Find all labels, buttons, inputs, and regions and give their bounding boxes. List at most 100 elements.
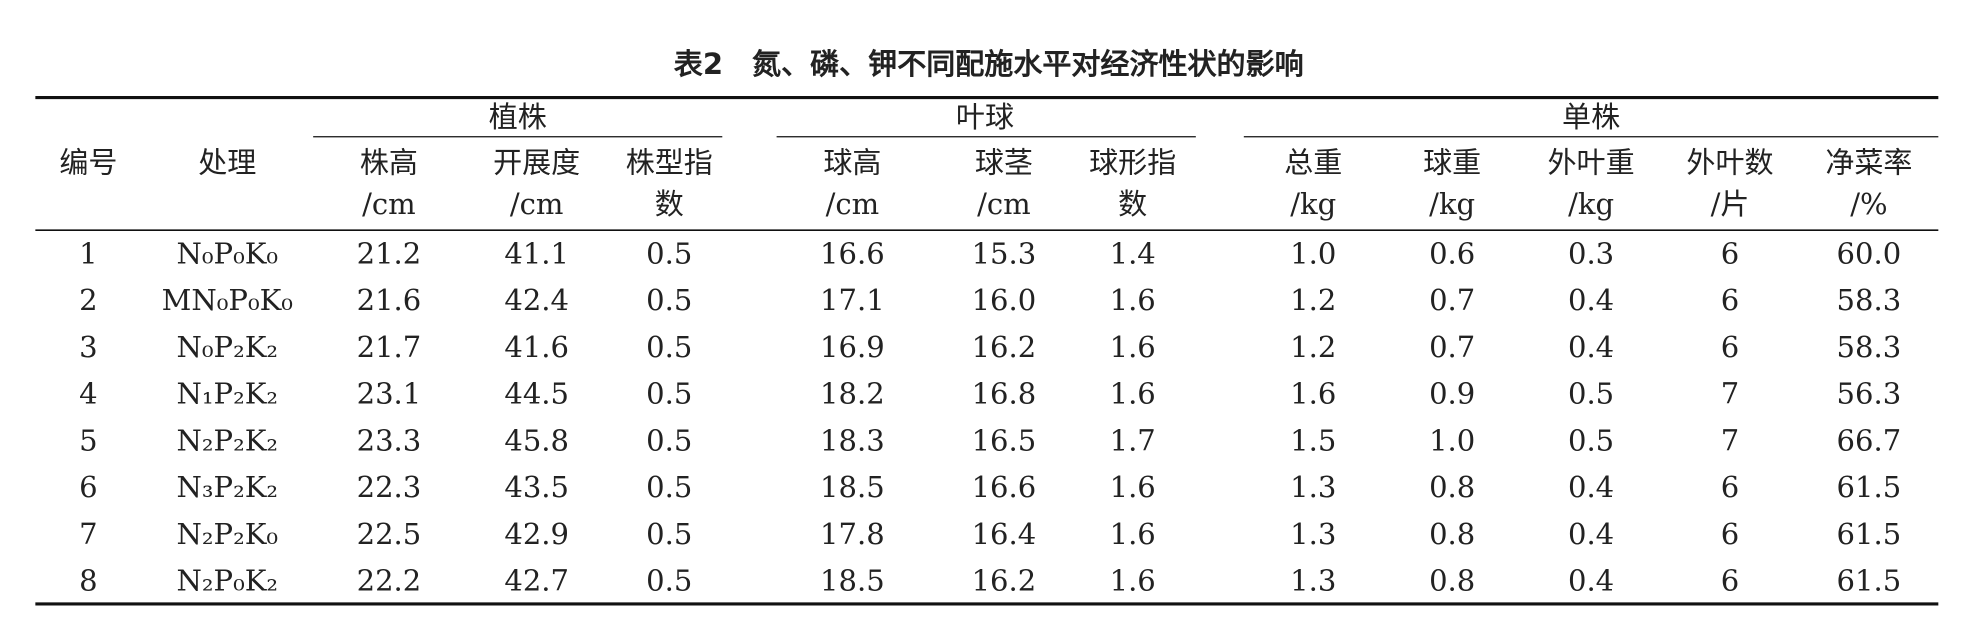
table-cell: 16.6 bbox=[972, 470, 1037, 504]
column-header: 球形指 bbox=[1089, 146, 1176, 180]
table-cell: 0.4 bbox=[1568, 283, 1614, 317]
table-cell: 21.6 bbox=[357, 283, 422, 317]
table-cell: 1.2 bbox=[1290, 330, 1336, 364]
table-cell: 1.3 bbox=[1290, 563, 1336, 597]
table-cell: 43.5 bbox=[504, 470, 569, 504]
column-header: 球高 bbox=[823, 146, 881, 180]
table-cell: 1.5 bbox=[1290, 423, 1336, 457]
column-header: 总重 bbox=[1284, 146, 1342, 180]
column-header: 编号 bbox=[59, 146, 117, 180]
table-cell: 0.5 bbox=[646, 517, 692, 551]
column-header: /cm bbox=[977, 187, 1031, 221]
table-cell: N₀P₂K₂ bbox=[177, 330, 279, 364]
table-cell: 17.1 bbox=[820, 283, 885, 317]
table-cell: 1.7 bbox=[1110, 423, 1156, 457]
table-cell: 0.5 bbox=[646, 377, 692, 411]
table-cell: 66.7 bbox=[1837, 423, 1902, 457]
group-header: 单株 bbox=[1562, 100, 1620, 134]
table-cell: 1.6 bbox=[1110, 563, 1156, 597]
table-cell: 6 bbox=[79, 470, 97, 504]
table-cell: 58.3 bbox=[1837, 283, 1902, 317]
table-cell: 61.5 bbox=[1837, 470, 1902, 504]
column-header: 株高 bbox=[360, 146, 418, 180]
table-cell: N₂P₂K₂ bbox=[177, 423, 279, 457]
table-cell: 23.1 bbox=[357, 377, 422, 411]
table-cell: 0.8 bbox=[1429, 563, 1475, 597]
table-cell: 7 bbox=[1721, 423, 1739, 457]
table-cell: 0.5 bbox=[646, 423, 692, 457]
table-cell: 0.8 bbox=[1429, 517, 1475, 551]
table-cell: 6 bbox=[1721, 283, 1739, 317]
column-header: 外叶数 bbox=[1686, 146, 1773, 180]
table-cell: 60.0 bbox=[1837, 236, 1902, 270]
table-cell: 18.5 bbox=[820, 563, 885, 597]
table-cell: 0.4 bbox=[1568, 517, 1614, 551]
table-cell: 1.6 bbox=[1110, 377, 1156, 411]
column-header: 数 bbox=[1118, 187, 1147, 221]
table-cell: 56.3 bbox=[1837, 377, 1902, 411]
column-header: /cm bbox=[826, 187, 880, 221]
column-header: /kg bbox=[1568, 187, 1614, 221]
table-cell: 0.5 bbox=[646, 283, 692, 317]
table-cell: 1.6 bbox=[1110, 470, 1156, 504]
table-cell: 16.2 bbox=[972, 563, 1037, 597]
table-cell: 22.3 bbox=[357, 470, 422, 504]
table-title: 表2 氮、磷、钾不同配施水平对经济性状的影响 bbox=[674, 47, 1304, 81]
table-cell: 16.9 bbox=[820, 330, 885, 364]
table-cell: 41.6 bbox=[504, 330, 569, 364]
table-cell: 22.5 bbox=[357, 517, 422, 551]
column-header: 外叶重 bbox=[1548, 146, 1635, 180]
table-cell: 1.6 bbox=[1290, 377, 1336, 411]
table-cell: 42.4 bbox=[504, 283, 569, 317]
table-cell: 0.9 bbox=[1429, 377, 1475, 411]
table-cell: 23.3 bbox=[357, 423, 422, 457]
column-header: /cm bbox=[362, 187, 416, 221]
column-header: 数 bbox=[655, 187, 684, 221]
table-cell: 0.8 bbox=[1429, 470, 1475, 504]
table-cell: 1.6 bbox=[1110, 517, 1156, 551]
table-cell: 44.5 bbox=[504, 377, 569, 411]
table-cell: N₃P₂K₂ bbox=[177, 470, 279, 504]
table-cell: N₁P₂K₂ bbox=[177, 377, 279, 411]
table-cell: 17.8 bbox=[820, 517, 885, 551]
table-cell: 21.2 bbox=[357, 236, 422, 270]
table-cell: 0.4 bbox=[1568, 470, 1614, 504]
table-cell: 0.7 bbox=[1429, 283, 1475, 317]
table-cell: 1.0 bbox=[1290, 236, 1336, 270]
table-cell: 0.5 bbox=[646, 470, 692, 504]
column-header: /片 bbox=[1711, 187, 1750, 221]
table-cell: 16.0 bbox=[972, 283, 1037, 317]
table-cell: 3 bbox=[79, 330, 97, 364]
column-header: /kg bbox=[1290, 187, 1336, 221]
table-cell: 6 bbox=[1721, 563, 1739, 597]
table-cell: 16.4 bbox=[972, 517, 1037, 551]
column-header: 处理 bbox=[198, 146, 256, 180]
table-cell: 1.3 bbox=[1290, 470, 1336, 504]
table-cell: 1.0 bbox=[1429, 423, 1475, 457]
table-cell: 0.5 bbox=[646, 563, 692, 597]
table-cell: 41.1 bbox=[504, 236, 569, 270]
column-header: 株型指 bbox=[626, 146, 713, 180]
table-cell: 7 bbox=[1721, 377, 1739, 411]
table-cell: 16.8 bbox=[972, 377, 1037, 411]
table-cell: 1.6 bbox=[1110, 283, 1156, 317]
table-cell: N₂P₀K₂ bbox=[177, 563, 279, 597]
table-cell: MN₀P₀K₀ bbox=[162, 283, 293, 317]
table-cell: 15.3 bbox=[972, 236, 1037, 270]
table-cell: 61.5 bbox=[1837, 517, 1902, 551]
table-cell: 42.7 bbox=[504, 563, 569, 597]
column-header: /kg bbox=[1429, 187, 1475, 221]
table-cell: 0.5 bbox=[1568, 377, 1614, 411]
table-cell: 1.2 bbox=[1290, 283, 1336, 317]
table-cell: 6 bbox=[1721, 517, 1739, 551]
group-header: 叶球 bbox=[956, 100, 1014, 134]
table-cell: 6 bbox=[1721, 236, 1739, 270]
table-cell: N₀P₀K₀ bbox=[177, 236, 279, 270]
table-cell: 1.3 bbox=[1290, 517, 1336, 551]
column-header: /cm bbox=[510, 187, 564, 221]
table-cell: 1.6 bbox=[1110, 330, 1156, 364]
table-cell: 4 bbox=[79, 377, 97, 411]
table-cell: 2 bbox=[79, 283, 97, 317]
